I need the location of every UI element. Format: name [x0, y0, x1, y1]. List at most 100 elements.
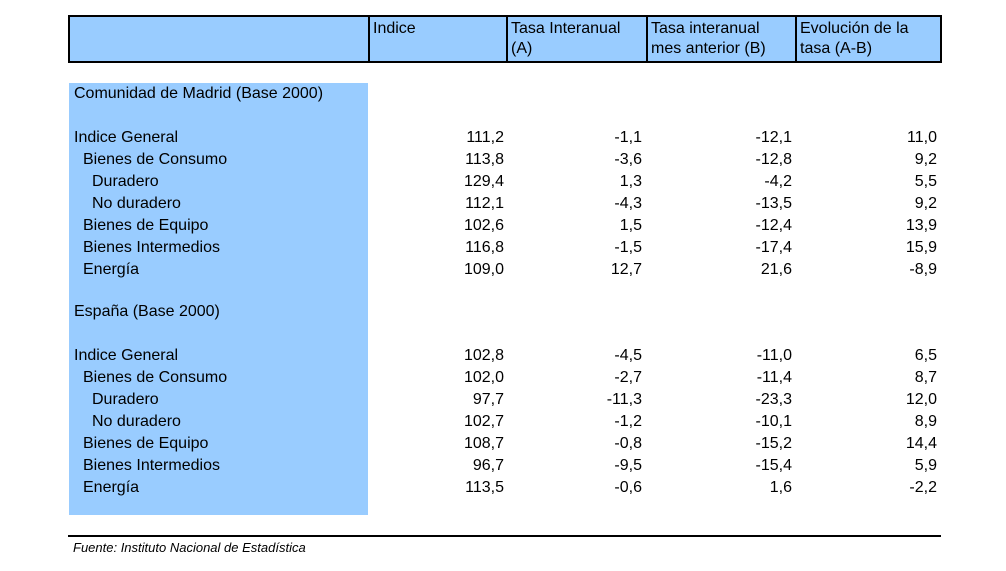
- cell-indice: 109,0: [463, 261, 504, 278]
- cell-tasa-b: -12,1: [755, 129, 792, 146]
- cell-tasa-b: -12,4: [755, 217, 792, 234]
- cell-tasa-b: 1,6: [769, 479, 792, 496]
- cell-tasa-a: -1,2: [614, 413, 642, 430]
- table-row: Energía 109,0 12,7 21,6 -8,9: [0, 259, 1006, 281]
- row-label: Duradero: [92, 391, 159, 408]
- row-label: Duradero: [92, 173, 159, 190]
- cell-evolucion: 5,5: [914, 173, 937, 190]
- cell-evolucion: 12,0: [905, 391, 937, 408]
- row-label: Bienes de Consumo: [83, 151, 228, 168]
- table-header: Indice Tasa Interanual (A) Tasa interanu…: [68, 15, 942, 63]
- cell-evolucion: 15,9: [905, 239, 937, 256]
- header-col-b-line2: mes anterior (B): [651, 40, 766, 57]
- cell-tasa-b: -4,2: [764, 173, 792, 190]
- row-label: No duradero: [92, 195, 181, 212]
- cell-indice: 102,8: [463, 347, 504, 364]
- header-divider: [646, 17, 648, 61]
- header-col-c-line2: tasa (A-B): [800, 40, 873, 57]
- row-label: Bienes de Equipo: [83, 435, 209, 452]
- header-col-a-line1: Tasa Interanual: [511, 20, 621, 37]
- header-col-b-line1: Tasa interanual: [651, 20, 760, 37]
- header-col-b: Tasa interanual mes anterior (B): [648, 17, 795, 61]
- cell-evolucion: -2,2: [909, 479, 937, 496]
- cell-evolucion: 8,7: [914, 369, 937, 386]
- header-col-indice-label: Indice: [373, 20, 416, 37]
- cell-indice: 111,2: [466, 129, 504, 146]
- table-row: No duradero 112,1 -4,3 -13,5 9,2: [0, 193, 1006, 215]
- cell-tasa-a: -4,5: [614, 347, 642, 364]
- header-col-c: Evolución de la tasa (A-B): [797, 17, 940, 61]
- cell-tasa-a: -9,5: [614, 457, 642, 474]
- cell-tasa-b: -10,1: [755, 413, 792, 430]
- cell-tasa-a: -3,6: [614, 151, 642, 168]
- header-col-a: Tasa Interanual (A): [508, 17, 646, 61]
- table-row: Bienes de Equipo 108,7 -0,8 -15,2 14,4: [0, 433, 1006, 455]
- cell-evolucion: 13,9: [905, 217, 937, 234]
- cell-tasa-b: -13,5: [755, 195, 792, 212]
- cell-indice: 102,0: [463, 369, 504, 386]
- cell-evolucion: 8,9: [914, 413, 937, 430]
- row-label: Bienes de Consumo: [83, 369, 228, 386]
- cell-tasa-b: 21,6: [760, 261, 792, 278]
- cell-indice: 112,1: [465, 195, 504, 212]
- table-row: Duradero 97,7 -11,3 -23,3 12,0: [0, 389, 1006, 411]
- cell-tasa-a: -2,7: [614, 369, 642, 386]
- header-divider: [506, 17, 508, 61]
- cell-indice: 96,7: [472, 457, 504, 474]
- table-row: Bienes de Consumo 102,0 -2,7 -11,4 8,7: [0, 367, 1006, 389]
- cell-indice: 113,8: [465, 151, 504, 168]
- cell-evolucion: 9,2: [914, 195, 937, 212]
- table-row: Bienes Intermedios 96,7 -9,5 -15,4 5,9: [0, 455, 1006, 477]
- cell-indice: 102,7: [463, 413, 504, 430]
- source-note: Fuente: Instituto Nacional de Estadístic…: [73, 540, 306, 555]
- cell-tasa-b: -11,0: [756, 347, 792, 364]
- cell-tasa-b: -23,3: [755, 391, 792, 408]
- table-row: Indice General 102,8 -4,5 -11,0 6,5: [0, 345, 1006, 367]
- cell-evolucion: 11,0: [907, 129, 937, 146]
- cell-tasa-a: -0,6: [614, 479, 642, 496]
- label-column-band: [69, 83, 368, 515]
- header-col-indice: Indice: [370, 17, 506, 61]
- cell-tasa-a: 12,7: [610, 261, 642, 278]
- row-label: No duradero: [92, 413, 181, 430]
- table-row: Bienes de Consumo 113,8 -3,6 -12,8 9,2: [0, 149, 1006, 171]
- row-label: Bienes Intermedios: [83, 239, 220, 256]
- cell-tasa-a: -1,1: [614, 129, 642, 146]
- header-col-a-line2: (A): [511, 40, 533, 57]
- row-label: Energía: [83, 261, 140, 278]
- header-divider: [368, 17, 370, 61]
- cell-tasa-b: -15,2: [755, 435, 792, 452]
- row-label: Bienes de Equipo: [83, 217, 209, 234]
- cell-evolucion: 14,4: [905, 435, 937, 452]
- cell-indice: 97,7: [472, 391, 504, 408]
- cell-evolucion: 6,5: [914, 347, 937, 364]
- table-row: No duradero 102,7 -1,2 -10,1 8,9: [0, 411, 1006, 433]
- cell-tasa-b: -17,4: [755, 239, 792, 256]
- cell-tasa-b: -11,4: [756, 369, 792, 386]
- table-row: Bienes Intermedios 116,8 -1,5 -17,4 15,9: [0, 237, 1006, 259]
- row-label: Bienes Intermedios: [83, 457, 220, 474]
- cell-indice: 116,8: [465, 239, 504, 256]
- table-row: Energía 113,5 -0,6 1,6 -2,2: [0, 477, 1006, 499]
- section-title: Comunidad de Madrid (Base 2000): [74, 85, 324, 102]
- cell-indice: 102,6: [463, 217, 504, 234]
- header-divider: [795, 17, 797, 61]
- cell-indice: 129,4: [463, 173, 504, 190]
- cell-tasa-a: 1,5: [619, 217, 642, 234]
- cell-tasa-a: 1,3: [619, 173, 642, 190]
- cell-tasa-b: -15,4: [755, 457, 792, 474]
- cell-tasa-b: -12,8: [755, 151, 792, 168]
- cell-tasa-a: -4,3: [614, 195, 642, 212]
- row-label: Energía: [83, 479, 140, 496]
- cell-tasa-a: -11,3: [606, 391, 642, 408]
- table-row: Duradero 129,4 1,3 -4,2 5,5: [0, 171, 1006, 193]
- cell-evolucion: 5,9: [914, 457, 937, 474]
- cell-tasa-a: -1,5: [614, 239, 642, 256]
- cell-evolucion: 9,2: [914, 151, 937, 168]
- cell-indice: 108,7: [463, 435, 504, 452]
- footer-rule: [68, 535, 941, 537]
- table-row: Indice General 111,2 -1,1 -12,1 11,0: [0, 127, 1006, 149]
- cell-indice: 113,5: [465, 479, 504, 496]
- row-label: Indice General: [74, 129, 179, 146]
